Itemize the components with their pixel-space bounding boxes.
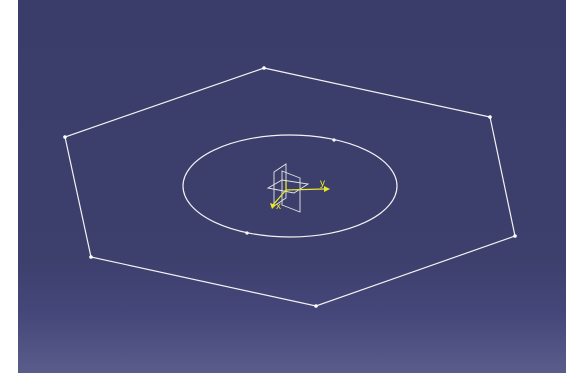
hexagon-vertex-point[interactable] bbox=[262, 66, 266, 70]
circle-point[interactable] bbox=[245, 231, 249, 235]
circle-point[interactable] bbox=[332, 138, 336, 142]
hexagon-vertex-point[interactable] bbox=[513, 234, 517, 238]
hexagon-vertex-point[interactable] bbox=[314, 304, 318, 308]
y-axis-arrow-icon bbox=[324, 186, 330, 192]
axis-compass[interactable]: y x bbox=[266, 163, 330, 213]
hexagon-vertex-point[interactable] bbox=[63, 135, 67, 139]
cad-3d-viewport[interactable]: y x bbox=[18, 0, 566, 373]
hexagon-sketch[interactable] bbox=[63, 66, 517, 308]
hexagon-vertex-point[interactable] bbox=[89, 255, 93, 259]
cad-3d-viewport-frame[interactable]: y x bbox=[18, 0, 566, 373]
hexagon-vertex-point[interactable] bbox=[488, 115, 492, 119]
y-axis-line bbox=[285, 188, 325, 191]
circle-sketch[interactable] bbox=[182, 134, 398, 238]
hexagon-profile[interactable] bbox=[64, 67, 516, 307]
circle-profile[interactable] bbox=[182, 134, 398, 238]
x-axis-label: x bbox=[276, 201, 281, 212]
x-axis-line bbox=[272, 189, 287, 206]
x-axis-arrow-icon bbox=[270, 203, 276, 209]
y-axis-label: y bbox=[320, 178, 325, 189]
origin-plane-icon[interactable] bbox=[273, 163, 287, 207]
